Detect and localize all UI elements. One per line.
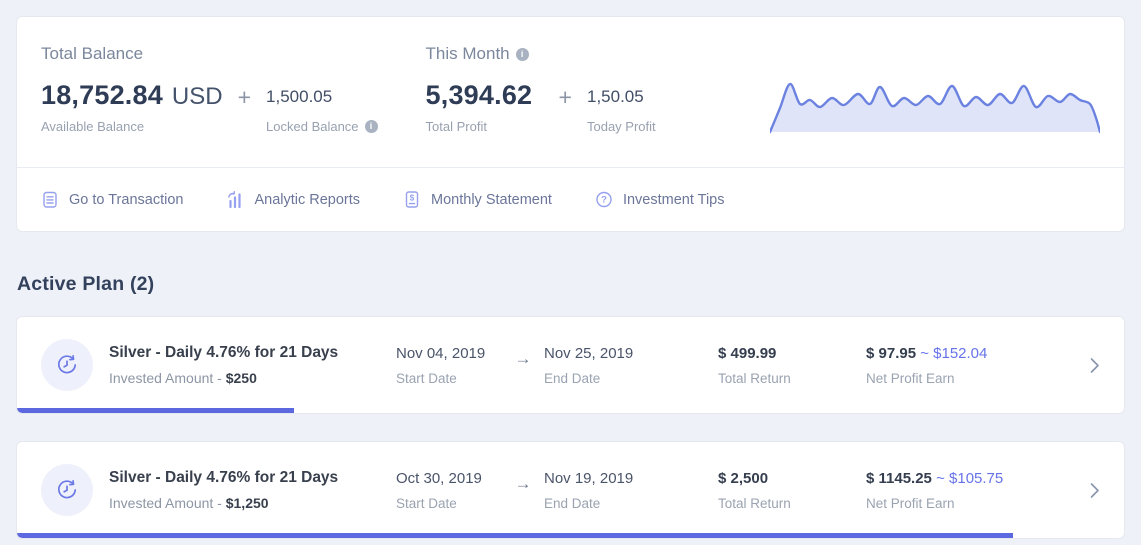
analytic-reports-link[interactable]: Analytic Reports <box>226 190 360 209</box>
plan-total-return: $ 2,500 Total Return <box>718 469 791 511</box>
plan-history-badge <box>41 339 93 391</box>
plan-invested-amount: Invested Amount - $1,250 <box>109 495 269 511</box>
sparkline-line <box>768 82 1102 134</box>
plan-history-badge <box>41 464 93 516</box>
go-to-transaction-link[interactable]: Go to Transaction <box>41 190 183 209</box>
plan-start-date: Nov 04, 2019 Start Date <box>396 344 486 386</box>
transaction-list-icon <box>43 191 57 208</box>
statement-icon: $ <box>405 191 419 208</box>
plus-sign: + <box>558 84 572 110</box>
this-month-section: This Month i 5,394.62 Total Profit + 1,5… <box>426 17 656 167</box>
svg-text:$: $ <box>410 193 415 202</box>
plan-title-block: Silver - Daily 4.76% for 21 Days Investe… <box>109 344 396 386</box>
clock-refresh-icon <box>58 479 77 499</box>
plan-net-profit: $ 97.95 ~ $152.04 Net Profit Earn <box>866 344 988 386</box>
locked-balance-amount: 1,500.05 <box>266 87 333 106</box>
quick-links-row: Go to Transaction Analytic Reports $ <box>17 168 1124 231</box>
today-profit-amount: 1,50.05 <box>586 87 644 106</box>
plan-progress-bar <box>17 408 294 413</box>
currency-label: USD <box>171 83 223 110</box>
profit-sparkline-chart <box>768 74 1102 134</box>
help-circle-icon: ? <box>596 191 612 208</box>
plan-invested-amount: Invested Amount - $250 <box>109 370 257 386</box>
plan-progress-bar <box>17 533 1014 538</box>
plan-end-date: Nov 25, 2019 End Date <box>544 344 634 386</box>
projected-profit: ~ $105.75 <box>936 469 1004 487</box>
plan-title: Silver - Daily 4.76% for 21 Days <box>109 469 339 486</box>
total-balance-section: Total Balance 18,752.84 USD Available Ba… <box>41 17 378 167</box>
right-arrow-icon: → <box>514 349 532 368</box>
total-profit-amount: 5,394.62 <box>425 80 533 110</box>
projected-profit: ~ $152.04 <box>920 344 988 362</box>
investment-tips-link[interactable]: ? Investment Tips <box>595 190 724 209</box>
plan-card[interactable]: Silver - Daily 4.76% for 21 Days Investe… <box>16 316 1125 414</box>
chevron-right-icon[interactable] <box>1070 482 1100 499</box>
available-balance-label: Available Balance <box>41 119 145 134</box>
active-plan-heading: Active Plan (2) <box>17 273 155 295</box>
clock-refresh-icon <box>58 354 77 374</box>
plan-end-date: Nov 19, 2019 End Date <box>544 469 634 511</box>
plan-title-block: Silver - Daily 4.76% for 21 Days Investe… <box>109 469 396 511</box>
total-balance-title: Total Balance <box>41 44 144 63</box>
locked-balance-label: Locked Balance i <box>266 119 378 134</box>
available-balance-amount: 18,752.84 <box>41 80 163 110</box>
monthly-statement-link[interactable]: $ Monthly Statement <box>403 190 552 209</box>
today-profit-label: Today Profit <box>586 119 656 134</box>
card-divider <box>17 167 1124 168</box>
info-icon[interactable]: i <box>515 47 529 61</box>
plan-total-return: $ 499.99 Total Return <box>718 344 791 386</box>
right-arrow-icon: → <box>514 474 532 493</box>
plus-sign: + <box>237 84 252 110</box>
balance-summary-card: Total Balance 18,752.84 USD Available Ba… <box>16 16 1125 232</box>
this-month-title: This Month i <box>426 43 656 65</box>
bar-chart-icon <box>228 191 242 209</box>
plan-card[interactable]: Silver - Daily 4.76% for 21 Days Investe… <box>16 441 1125 539</box>
chevron-right-icon[interactable] <box>1070 357 1100 374</box>
plan-net-profit: $ 1145.25 ~ $105.75 Net Profit Earn <box>866 469 1004 511</box>
info-icon[interactable]: i <box>364 120 378 133</box>
balance-summary-top: Total Balance 18,752.84 USD Available Ba… <box>17 17 1124 167</box>
total-profit-label: Total Profit <box>425 119 487 134</box>
svg-text:?: ? <box>601 195 607 206</box>
plan-title: Silver - Daily 4.76% for 21 Days <box>109 344 339 361</box>
plan-start-date: Oct 30, 2019 Start Date <box>396 469 482 511</box>
